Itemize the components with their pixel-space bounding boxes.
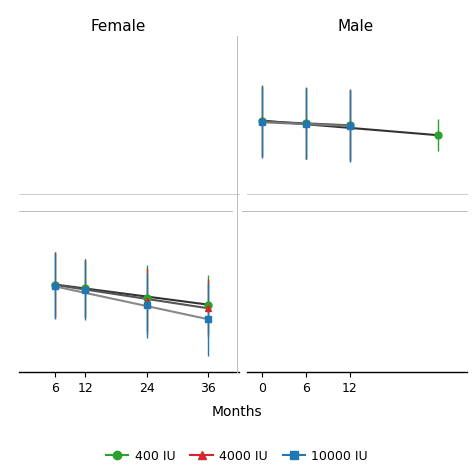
Text: Female: Female: [91, 18, 146, 34]
Text: Months: Months: [212, 405, 262, 419]
Text: Male: Male: [337, 18, 374, 34]
Legend: 400 IU, 4000 IU, 10000 IU: 400 IU, 4000 IU, 10000 IU: [101, 445, 373, 468]
